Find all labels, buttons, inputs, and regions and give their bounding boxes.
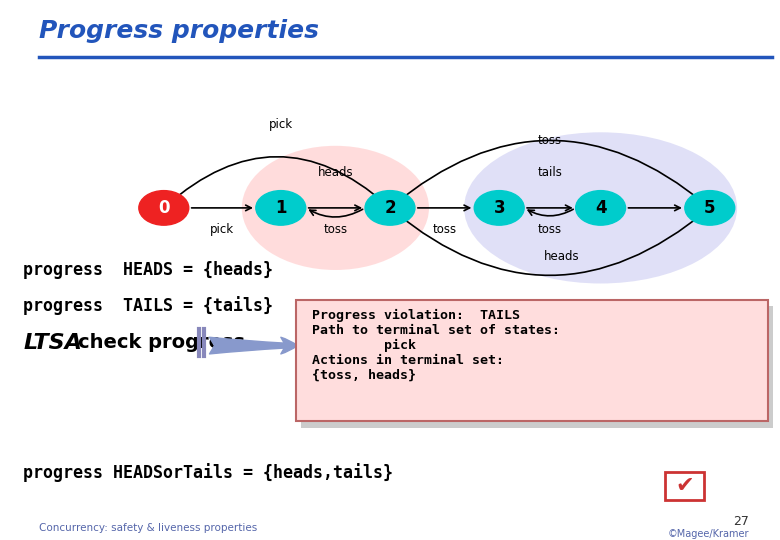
Circle shape — [685, 191, 735, 225]
Text: ✔: ✔ — [675, 476, 693, 496]
Text: 1: 1 — [275, 199, 286, 217]
Text: Progress violation:  TAILS
Path to terminal set of states:
         pick
Actions: Progress violation: TAILS Path to termin… — [312, 309, 560, 382]
Circle shape — [576, 191, 626, 225]
Text: LTSA: LTSA — [23, 333, 82, 353]
Text: Progress properties: Progress properties — [39, 19, 319, 43]
Text: ©Magee/Kramer: ©Magee/Kramer — [668, 529, 749, 538]
Text: 27: 27 — [733, 515, 749, 528]
Circle shape — [474, 191, 524, 225]
Text: progress HEADSorTails = {heads,tails}: progress HEADSorTails = {heads,tails} — [23, 463, 393, 482]
Text: toss: toss — [324, 223, 347, 236]
Text: toss: toss — [433, 223, 456, 236]
Text: 4: 4 — [595, 199, 606, 217]
Text: progress  TAILS = {tails}: progress TAILS = {tails} — [23, 295, 274, 315]
Text: pick: pick — [211, 223, 234, 236]
Text: toss: toss — [538, 223, 562, 236]
FancyBboxPatch shape — [296, 300, 768, 421]
Circle shape — [365, 191, 415, 225]
Text: pick: pick — [269, 118, 292, 131]
Text: toss: toss — [538, 134, 562, 147]
Text: check progress: check progress — [78, 333, 245, 353]
Text: tails: tails — [537, 166, 562, 179]
Circle shape — [139, 191, 189, 225]
Text: Concurrency: safety & liveness properties: Concurrency: safety & liveness propertie… — [39, 523, 257, 533]
Circle shape — [256, 191, 306, 225]
Text: 3: 3 — [494, 199, 505, 217]
Text: progress  HEADS = {heads}: progress HEADS = {heads} — [23, 261, 274, 279]
Ellipse shape — [464, 132, 737, 284]
FancyBboxPatch shape — [665, 472, 704, 500]
Text: 0: 0 — [158, 199, 169, 217]
Text: heads: heads — [544, 250, 580, 263]
Text: 2: 2 — [385, 199, 395, 217]
Text: heads: heads — [317, 166, 353, 179]
Text: 5: 5 — [704, 199, 715, 217]
Ellipse shape — [242, 146, 429, 270]
FancyBboxPatch shape — [301, 306, 773, 428]
